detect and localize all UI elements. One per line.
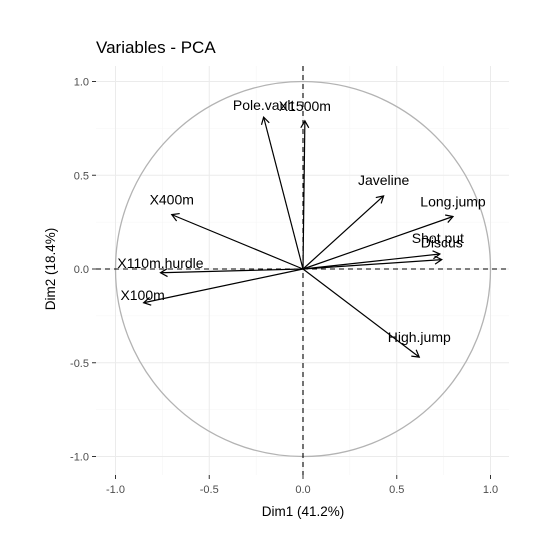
arrowhead-x110m-hurdle: [159, 268, 168, 278]
arrow-pole-vault: [263, 116, 304, 270]
x-axis-ticks: -1.0 -0.5 0.0 0.5 1.0: [106, 475, 498, 496]
arrow-x1500m: [302, 120, 306, 270]
arrow-x110m-hurdle: [160, 268, 304, 274]
variable-label: Long.jump: [420, 194, 486, 210]
x-tick-label: -1.0: [106, 484, 125, 496]
variable-labels: X100m Long.jump Shot.put High.jump X400m X110…: [117, 97, 485, 345]
arrow-shot-put: [302, 253, 440, 270]
y-tick-label: -1.0: [70, 452, 89, 464]
variable-label: X100m: [120, 287, 164, 303]
variable-label: High.jump: [388, 329, 451, 345]
arrowhead-long-jump: [445, 214, 455, 223]
arrowhead-x1500m: [300, 119, 310, 129]
variable-label: X400m: [150, 192, 194, 208]
x-axis-label: Dim1 (41.2%): [262, 504, 345, 519]
arrowhead-discus: [434, 255, 443, 265]
variable-label: Shot.put: [412, 230, 464, 246]
x-tick-label: 1.0: [483, 484, 498, 496]
variable-label: Javeline: [358, 172, 410, 188]
y-tick-label: 1.0: [74, 77, 89, 89]
arrowhead-high-jump: [411, 349, 421, 358]
arrow-x100m: [143, 268, 304, 304]
arrow-long-jump: [302, 215, 454, 270]
chart-title: Variables - PCA: [96, 38, 216, 57]
arrow-javeline: [302, 195, 385, 270]
arrow-x400m: [171, 214, 304, 270]
y-axis-label: Dim2 (18.4%): [43, 228, 58, 311]
variable-label: Pole.vault: [233, 97, 295, 113]
y-tick-label: 0.5: [74, 170, 89, 182]
y-tick-label: -0.5: [70, 358, 89, 370]
arrowhead-x400m: [170, 212, 180, 222]
x-tick-label: 0.0: [295, 484, 310, 496]
y-tick-label: 0.0: [74, 264, 89, 276]
x-tick-label: -0.5: [200, 484, 219, 496]
variable-label: Discus: [421, 235, 463, 251]
arrow-high-jump: [302, 268, 420, 358]
y-axis-ticks: -1.0 -0.5 0.0 0.5 1.0: [70, 77, 96, 464]
variable-label: X110m.hurdle: [117, 255, 203, 271]
variable-arrows: [142, 115, 455, 358]
arrow-discus: [302, 259, 442, 270]
arrowhead-javeline: [375, 195, 385, 204]
arrowhead-pole-vault: [260, 115, 270, 125]
variable-label: X1500m: [279, 98, 331, 114]
x-tick-label: 0.5: [389, 484, 404, 496]
arrowhead-x100m: [142, 296, 152, 306]
